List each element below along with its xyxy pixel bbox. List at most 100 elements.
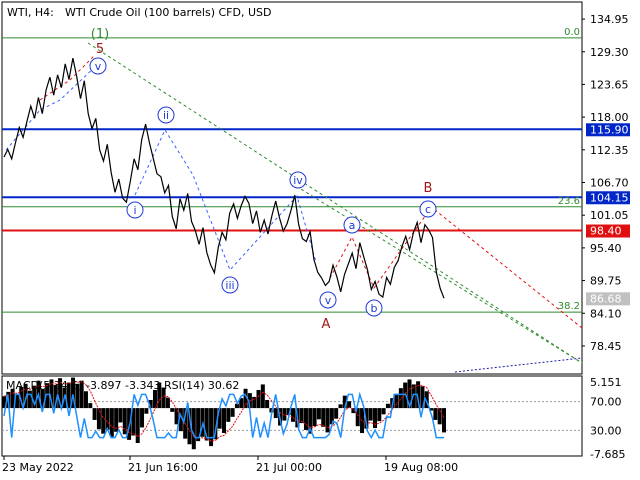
wave-1-5-path: [5, 65, 97, 151]
macd-bar: [2, 396, 6, 409]
macd-bar: [364, 408, 369, 429]
macd-bar: [92, 408, 97, 420]
fib-level-label: 0.0: [564, 27, 580, 38]
macd-bar: [88, 403, 93, 409]
macd-bar: [230, 408, 235, 417]
wave-label: B: [424, 181, 433, 196]
wave-circle: [419, 200, 437, 218]
macd-bar: [122, 408, 127, 435]
price-tick-label: 95.40: [590, 242, 622, 255]
price-line: [3, 57, 445, 299]
macd-bar: [433, 408, 438, 420]
wave-label: A: [322, 317, 331, 332]
macd-bar: [303, 408, 308, 430]
macd-bar: [14, 394, 19, 409]
macd-bar: [144, 408, 149, 414]
macd-bar: [372, 408, 377, 429]
macd-bar: [273, 408, 278, 419]
wave-label: v: [325, 294, 332, 307]
macd-bar: [429, 408, 434, 411]
macd-bar: [140, 408, 145, 428]
macd-bar: [222, 408, 226, 434]
green-trendline-upper: [87, 42, 583, 364]
wave-circle: [126, 201, 144, 219]
macd-bar: [385, 403, 390, 409]
macd-bar: [437, 408, 442, 425]
macd-bar: [325, 408, 330, 433]
chart-symbol: WTI, H4:: [7, 6, 54, 19]
macd-bar: [58, 378, 63, 409]
level-price-label: 115.90: [590, 123, 629, 136]
macd-bar: [407, 379, 412, 409]
time-tick-label: 21 Jun 16:00: [128, 461, 198, 474]
macd-bar: [252, 396, 257, 409]
macd-bar: [243, 388, 248, 409]
price-tick-label: 106.70: [590, 177, 629, 190]
red-channel-line: [429, 205, 583, 329]
macd-bar: [226, 408, 231, 422]
macd-bar: [442, 408, 446, 433]
macd-bar: [256, 390, 261, 409]
level-price-box: [586, 191, 630, 205]
macd-bar: [10, 388, 15, 409]
blue-dotted-line: [454, 357, 583, 373]
price-tick-label: 89.75: [590, 275, 622, 288]
macd-bar: [135, 408, 140, 444]
macd-bar: [53, 385, 58, 409]
macd-bar: [411, 384, 416, 409]
macd-bar: [75, 383, 80, 409]
macd-bar: [316, 408, 321, 420]
level-price-label: 98.40: [590, 225, 622, 238]
level-price-box: [586, 224, 630, 238]
level-price-box: [586, 123, 630, 137]
wave-circle: [89, 57, 107, 75]
indicator-layer: 5.151 70.00 30.00 -7.685: [2, 376, 625, 461]
macd-signal-line: [3, 380, 445, 442]
trendlines-layer: [5, 42, 583, 373]
macd-bar: [23, 383, 28, 409]
macd-bar: [329, 408, 334, 425]
wave-circle: [221, 276, 239, 294]
macd-bar: [213, 408, 218, 440]
macd-bar: [291, 408, 296, 422]
macd-bar: [157, 382, 162, 409]
macd-bar: [260, 384, 265, 409]
current-price-label: 86.68: [590, 292, 622, 305]
macd-bar: [32, 385, 37, 409]
wave-label: iv: [293, 174, 303, 187]
levels-layer: 115.90 104.15 98.40 86.68 0.0 23.6 38.2: [2, 27, 630, 313]
fib-level-label: 38.2: [558, 301, 580, 312]
macd-bar: [45, 383, 50, 409]
macd-bar: [161, 387, 166, 409]
time-axis: 23 May 2022 21 Jun 16:00 21 Jul 00:00 19 Au…: [2, 456, 458, 474]
wave-5-channel: [39, 54, 96, 101]
macd-bar: [79, 380, 84, 409]
macd-bar: [118, 408, 123, 423]
macd-bar: [71, 377, 76, 409]
macd-bar: [321, 408, 326, 427]
macd-bar: [152, 390, 157, 409]
macd-bar: [83, 391, 88, 409]
price-layer: [3, 57, 445, 299]
macd-bar: [101, 408, 106, 434]
wave-ii-iv-path: [134, 128, 317, 271]
price-tick-label: 101.05: [590, 209, 629, 222]
price-tick-label: 118.00: [590, 111, 629, 124]
macd-bar: [416, 381, 421, 409]
macd-bar: [114, 408, 119, 432]
wave-circle: [365, 299, 383, 317]
indicator-title: MACD(5,34,5) -3.897 -3.343 RSI(14) 30.62: [6, 379, 239, 392]
macd-bar: [334, 408, 339, 419]
wave-label: i: [133, 204, 136, 217]
macd-bar: [40, 388, 45, 409]
macd-bar: [351, 408, 356, 414]
macd-bar: [342, 395, 347, 409]
macd-bar: [191, 408, 196, 450]
macd-bar: [265, 400, 270, 409]
wave-label: b: [371, 302, 378, 315]
macd-bar: [377, 408, 382, 422]
macd-bar: [269, 408, 274, 413]
macd-bar: [105, 408, 110, 430]
